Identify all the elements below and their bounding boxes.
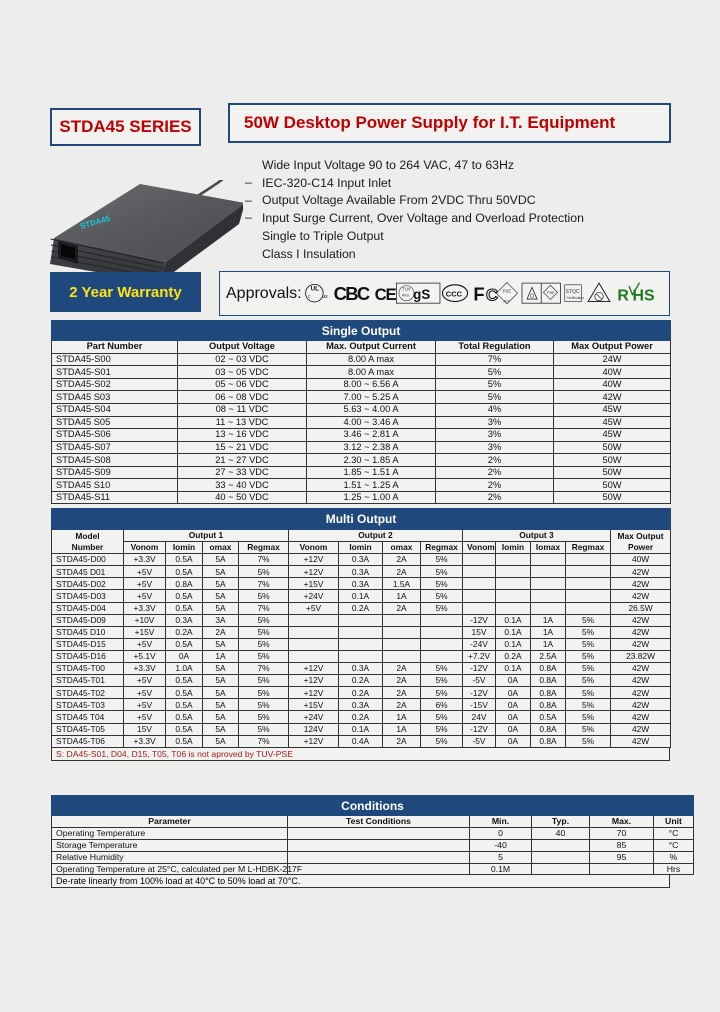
svg-text:c: c bbox=[308, 293, 310, 298]
svg-text:E: E bbox=[385, 284, 396, 303]
svg-text:HS: HS bbox=[632, 287, 654, 304]
svg-text:STQC: STQC bbox=[565, 289, 579, 295]
svg-text:TUV: TUV bbox=[402, 286, 411, 291]
svg-text:JET: JET bbox=[502, 299, 509, 303]
svg-text:CBC: CBC bbox=[333, 282, 369, 303]
svg-text:PSE: PSE bbox=[502, 288, 511, 293]
svg-text:PSE: PSE bbox=[547, 291, 555, 295]
svg-text:us: us bbox=[322, 294, 328, 300]
svg-text:F: F bbox=[473, 283, 484, 304]
svg-text:Certification: Certification bbox=[566, 296, 584, 300]
svg-text:R: R bbox=[617, 287, 629, 304]
svg-text:Rhld: Rhld bbox=[401, 293, 408, 297]
svg-text:UL: UL bbox=[310, 285, 319, 292]
svg-text:C: C bbox=[486, 285, 498, 304]
svg-text:CCC: CCC bbox=[445, 289, 462, 298]
svg-text:gS: gS bbox=[413, 287, 430, 302]
